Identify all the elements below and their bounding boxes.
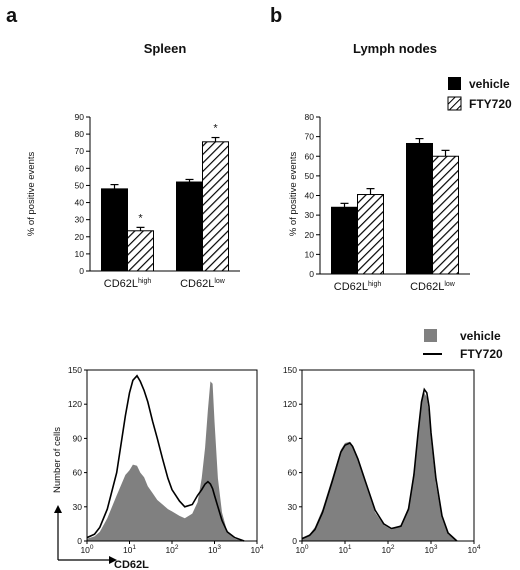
x-tick-label: 102 xyxy=(165,544,178,555)
x-tick-label: 103 xyxy=(424,544,437,555)
bar-vehicle xyxy=(406,142,433,275)
y-tick-label: 50 xyxy=(305,171,315,181)
category-label: CD62Lhigh xyxy=(104,278,152,290)
histogram-line-fty720 xyxy=(301,387,458,542)
histogram-fill-vehicle xyxy=(87,381,245,541)
bar-chart-lymph-nodes: Lymph nodes % of positive events 0 10 20 30… xyxy=(288,41,470,293)
y-tick-label: 80 xyxy=(305,112,315,122)
y-axis-arrowhead xyxy=(54,505,62,513)
y-tick-label: 90 xyxy=(288,433,298,443)
y-tick-label: 40 xyxy=(75,198,85,208)
legend-swatch-hist-vehicle xyxy=(424,329,437,342)
bar-fty720 xyxy=(202,141,229,272)
legend-label-fty720: FTY720 xyxy=(469,97,512,111)
significance-marker: * xyxy=(138,212,143,224)
y-tick-label: 20 xyxy=(305,230,315,240)
y-tick-label: 40 xyxy=(305,191,315,201)
legend-swatch-fty720 xyxy=(447,96,462,111)
y-tick-label: 90 xyxy=(73,433,83,443)
y-tick-label: 20 xyxy=(75,232,85,242)
category-label: CD62Llow xyxy=(180,278,226,290)
y-tick-label: 30 xyxy=(75,215,85,225)
y-axis-label-lymph-nodes: % of positive events xyxy=(288,152,299,237)
y-tick-label: 120 xyxy=(68,399,82,409)
panel-label-a: a xyxy=(6,5,18,27)
bar-fty720 xyxy=(432,155,459,275)
category-label: CD62Lhigh xyxy=(334,281,382,293)
y-tick-label: 10 xyxy=(75,249,85,259)
histogram-legend: vehicle FTY720 xyxy=(423,329,503,361)
category-label: CD62Llow xyxy=(410,281,456,293)
x-tick-label: 104 xyxy=(250,544,263,555)
x-tick-label: 100 xyxy=(295,544,308,555)
y-axis-label-spleen: % of positive events xyxy=(26,152,37,237)
y-tick-label: 0 xyxy=(79,266,84,276)
bar-legend: vehicle FTY720 xyxy=(447,77,512,111)
y-tick-label: 90 xyxy=(75,112,85,122)
y-tick-label: 10 xyxy=(305,249,315,259)
panel-label-b: b xyxy=(270,5,282,27)
bar-vehicle xyxy=(331,206,358,275)
y-tick-label: 70 xyxy=(75,146,85,156)
bar-vehicle xyxy=(176,181,203,272)
bar-fty720 xyxy=(357,194,384,275)
y-axis-label-histogram: Number of cells xyxy=(52,427,63,493)
y-tick-label: 120 xyxy=(283,399,297,409)
legend-label-hist-vehicle: vehicle xyxy=(460,329,501,343)
bar-vehicle xyxy=(101,188,128,272)
significance-marker: * xyxy=(213,123,218,135)
x-tick-label: 104 xyxy=(467,544,480,555)
histogram-line-fty720 xyxy=(86,374,245,542)
y-tick-label: 60 xyxy=(305,151,315,161)
y-tick-label: 60 xyxy=(288,468,298,478)
y-tick-label: 80 xyxy=(75,129,85,139)
bar-fty720 xyxy=(127,230,154,272)
chart-title-lymph-nodes: Lymph nodes xyxy=(353,41,437,56)
y-tick-label: 150 xyxy=(68,365,82,375)
x-tick-label: 102 xyxy=(381,544,394,555)
y-tick-label: 30 xyxy=(305,210,315,220)
y-tick-label: 50 xyxy=(75,180,85,190)
legend-label-vehicle: vehicle xyxy=(469,77,510,91)
bar-chart-spleen: Spleen % of positive events 0 10 20 30 40 50 6… xyxy=(26,41,240,290)
histogram-lymph-nodes: 0 30 60 90 120 150 100 101 102 103 104 xyxy=(283,365,481,555)
y-tick-label: 60 xyxy=(75,163,85,173)
y-tick-label: 0 xyxy=(309,269,314,279)
x-tick-label: 101 xyxy=(123,544,136,555)
x-axis-arrowhead xyxy=(109,556,117,564)
x-tick-label: 103 xyxy=(208,544,221,555)
y-tick-label: 70 xyxy=(305,132,315,142)
x-tick-label: 100 xyxy=(80,544,93,555)
chart-title-spleen: Spleen xyxy=(144,41,187,56)
y-tick-label: 0 xyxy=(292,536,297,546)
y-tick-label: 150 xyxy=(283,365,297,375)
y-tick-label: 0 xyxy=(77,536,82,546)
x-tick-label: 101 xyxy=(338,544,351,555)
histogram-spleen: Number of cells CD62L 0 30 60 90 120 150 100 10… xyxy=(52,365,264,570)
y-tick-label: 30 xyxy=(288,502,298,512)
y-tick-label: 30 xyxy=(73,502,83,512)
legend-label-hist-fty720: FTY720 xyxy=(460,347,503,361)
y-tick-label: 60 xyxy=(73,468,83,478)
legend-swatch-vehicle xyxy=(448,77,461,90)
x-axis-label-histogram: CD62L xyxy=(114,559,149,570)
